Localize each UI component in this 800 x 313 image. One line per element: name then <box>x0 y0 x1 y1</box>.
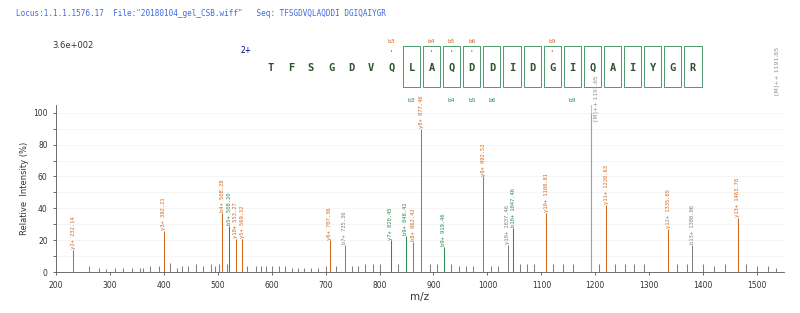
Text: D: D <box>529 63 535 73</box>
Text: b6: b6 <box>468 39 475 44</box>
Text: G: G <box>549 63 555 73</box>
Bar <box>524 46 541 86</box>
Bar <box>403 46 420 86</box>
Text: b4: b4 <box>448 98 455 103</box>
Bar <box>483 46 501 86</box>
Bar <box>624 46 642 86</box>
Text: 3.6e+002: 3.6e+002 <box>52 41 94 50</box>
Text: S: S <box>308 63 314 73</box>
Text: I: I <box>509 63 515 73</box>
Bar <box>544 46 561 86</box>
Text: F: F <box>288 63 294 73</box>
Text: b9+ 919.46: b9+ 919.46 <box>442 213 446 246</box>
Text: y2+ 232.14: y2+ 232.14 <box>71 217 76 249</box>
Text: b3: b3 <box>388 39 395 44</box>
Text: b9: b9 <box>569 98 576 103</box>
Text: Q: Q <box>449 63 455 73</box>
Text: b4: b4 <box>428 39 435 44</box>
Text: V: V <box>368 63 374 73</box>
Text: G: G <box>328 63 334 73</box>
Text: y7+ 820.45: y7+ 820.45 <box>388 207 393 239</box>
Text: y5+ 569.32: y5+ 569.32 <box>240 205 245 238</box>
Text: b13+ 1380.06: b13+ 1380.06 <box>690 205 695 244</box>
Text: [M]++ 1191.65: [M]++ 1191.65 <box>593 75 598 121</box>
Bar <box>463 46 480 86</box>
Text: Q: Q <box>590 63 595 73</box>
Bar <box>685 46 702 86</box>
Text: D: D <box>348 63 354 73</box>
Text: b8+ 862.42: b8+ 862.42 <box>410 209 416 241</box>
Text: D: D <box>469 63 475 73</box>
Text: b5: b5 <box>468 98 475 103</box>
Text: y6+ 707.36: y6+ 707.36 <box>327 207 332 239</box>
Text: b4+ 508.28: b4+ 508.28 <box>220 180 225 213</box>
Text: 2+: 2+ <box>241 46 252 55</box>
Bar <box>584 46 601 86</box>
Text: Y: Y <box>650 63 656 73</box>
Text: y11+ 1220.63: y11+ 1220.63 <box>604 166 609 204</box>
Text: I: I <box>630 63 636 73</box>
Text: b5+ 508.20: b5+ 508.20 <box>226 193 232 225</box>
Bar <box>604 46 621 86</box>
Text: y3+ 392.21: y3+ 392.21 <box>162 198 166 230</box>
Bar <box>664 46 682 86</box>
Text: y12+ 1335.65: y12+ 1335.65 <box>666 189 671 228</box>
Bar <box>443 46 460 86</box>
Text: D: D <box>489 63 495 73</box>
Text: y10+ 1108.81: y10+ 1108.81 <box>543 173 549 213</box>
Text: I: I <box>570 63 575 73</box>
Text: b7+ 735.36: b7+ 735.36 <box>342 212 347 244</box>
Bar <box>423 46 440 86</box>
Text: b9+ 848.42: b9+ 848.42 <box>403 202 408 235</box>
Text: y8+ 877.46: y8+ 877.46 <box>419 95 424 128</box>
Text: R: R <box>690 63 696 73</box>
Text: G: G <box>670 63 676 73</box>
Text: [M]++ 1191.65: [M]++ 1191.65 <box>774 47 779 95</box>
Text: Locus:1.1.1.1576.17  File:"20180104_gel_CSB.wiff"   Seq: TFSGDVQLAQDDI DGIQAIYGR: Locus:1.1.1.1576.17 File:"20180104_gel_C… <box>16 9 386 18</box>
Text: A: A <box>429 63 434 73</box>
Bar <box>564 46 581 86</box>
Text: b3: b3 <box>408 98 415 103</box>
Text: A: A <box>610 63 616 73</box>
Bar <box>644 46 662 86</box>
Text: T: T <box>268 63 274 73</box>
Text: y10+ 553.27: y10+ 553.27 <box>234 202 238 238</box>
Text: b10+ 1047.46: b10+ 1047.46 <box>510 188 515 227</box>
Text: y10+ 1037.46: y10+ 1037.46 <box>505 205 510 244</box>
Text: b9: b9 <box>549 39 556 44</box>
Text: b5: b5 <box>448 39 455 44</box>
Text: Q: Q <box>388 63 394 73</box>
Y-axis label: Relative  Intensity (%): Relative Intensity (%) <box>20 142 29 235</box>
Bar <box>503 46 521 86</box>
Text: L: L <box>408 63 414 73</box>
X-axis label: m/z: m/z <box>410 292 430 302</box>
Text: b6: b6 <box>488 98 496 103</box>
Text: y9+ 992.52: y9+ 992.52 <box>481 143 486 176</box>
Text: y13+ 1463.78: y13+ 1463.78 <box>735 178 740 217</box>
